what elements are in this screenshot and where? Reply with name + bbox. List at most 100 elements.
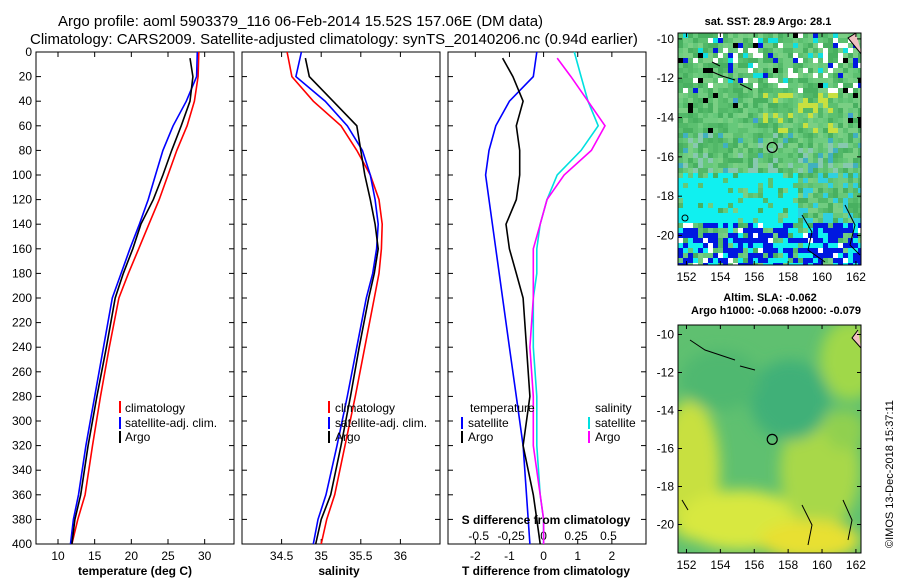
x-tick-label: 10: [51, 549, 65, 563]
legend-label-satellite: satellite-adj. clim.: [335, 416, 427, 430]
legend-label-climatology: climatology: [125, 401, 185, 415]
coastline: [847, 33, 861, 55]
map-x-tick-label: 154: [710, 558, 730, 572]
sla-blobs: [678, 325, 861, 553]
y-tick-label: 100: [12, 168, 32, 182]
difference-xlabel: T difference from climatology: [462, 564, 630, 578]
series-line-salinity-argo: [529, 57, 606, 544]
y-tick-label: 0: [25, 45, 32, 59]
x-tick-label: 15: [88, 549, 102, 563]
map-x-tick-label: 158: [778, 558, 798, 572]
map-y-tick-label: -14: [657, 111, 675, 125]
x-tick-label: -1: [504, 549, 515, 563]
y-tick-label: 300: [12, 414, 32, 428]
y-tick-label: 400: [12, 537, 32, 551]
sst-marker-layer: 152 154 156 158 160 162 -10 -12 -14 -16 -18 -20: [657, 32, 867, 284]
map-x-tick-label: 154: [710, 270, 730, 284]
salinity-xlabel: salinity: [318, 564, 360, 578]
temperature-panel-frame: [35, 51, 235, 545]
x-tick-label: 25: [161, 549, 175, 563]
x-top-tick-label: -0.5: [468, 529, 489, 543]
y-tick-label: 200: [12, 291, 32, 305]
map-y-tick-label: -18: [657, 189, 675, 203]
title-line1: Argo profile: aoml 5903379_116 06-Feb-20…: [58, 13, 543, 30]
map-y-tick-label: -14: [657, 404, 675, 418]
sst-map-frame: [677, 32, 862, 266]
map-x-tick-label: 152: [676, 270, 696, 284]
sla-map-title: Altim. SLA: -0.062: [723, 292, 817, 304]
difference-xlabel-top: S difference from climatology: [462, 513, 631, 527]
series-line-satellite-adj-clim-: [69, 51, 199, 545]
map-y-tick-label: -20: [657, 518, 675, 532]
imos-credit: ©IMOS 13-Dec-2018 15:37:11: [884, 400, 896, 548]
legend-label-satellite: satellite-adj. clim.: [125, 416, 217, 430]
legend-title-temperature: temperature: [470, 401, 535, 415]
map-y-tick-label: -20: [657, 229, 675, 243]
series-line-argo: [304, 57, 380, 545]
map-x-tick-label: 160: [812, 270, 832, 284]
legend-label-argo: Argo: [125, 430, 151, 444]
y-tick-label: 320: [12, 439, 32, 453]
map-y-tick-label: -16: [657, 442, 675, 456]
series-line-temperature-argo: [501, 57, 541, 545]
legend-label-temp-satellite: satellite: [468, 416, 509, 430]
y-tick-label: 180: [12, 266, 32, 280]
legend-title-salinity: salinity: [595, 401, 632, 415]
sla-map-subtitle: Argo h1000: -0.068 h2000: -0.079: [691, 305, 861, 317]
series-layer: [69, 51, 606, 545]
title-line2: Climatology: CARS2009. Satellite-adjuste…: [30, 31, 638, 48]
x-tick-label: 35: [315, 549, 329, 563]
sst-map-image: [678, 33, 861, 265]
argo-float-marker: [766, 433, 778, 445]
coastline: [801, 504, 813, 546]
series-line-argo: [71, 57, 194, 545]
map-x-tick-label: 160: [812, 558, 832, 572]
temperature-xlabel: temperature (deg C): [78, 564, 192, 578]
map-x-tick-label: 158: [778, 270, 798, 284]
y-tick-label: 260: [12, 365, 32, 379]
map-y-tick-label: -12: [657, 366, 675, 380]
sla-map-image: [678, 325, 861, 553]
map-x-tick-label: 156: [744, 270, 764, 284]
coastline: [689, 339, 756, 371]
y-tick-label: 240: [12, 340, 32, 354]
coastline: [842, 499, 853, 541]
map-x-tick-label: 152: [676, 558, 696, 572]
coastline: [681, 499, 689, 511]
x-tick-label: 36: [394, 549, 408, 563]
y-tick-label: 380: [12, 512, 32, 526]
map-y-tick-label: -10: [657, 32, 675, 46]
x-tick-label: 1: [574, 549, 581, 563]
legend-label-sal-satellite: satellite: [595, 416, 636, 430]
map-y-tick-label: -10: [657, 328, 675, 342]
y-tick-label: 120: [12, 193, 32, 207]
series-line-climatology: [71, 51, 200, 545]
x-top-tick-label: 0.5: [600, 529, 617, 543]
x-tick-label: 0: [540, 549, 547, 563]
y-tick-label: 20: [19, 70, 33, 84]
map-y-tick-label: -16: [657, 150, 675, 164]
map-x-tick-label: 156: [744, 558, 764, 572]
x-top-tick-label: 0.25: [564, 529, 588, 543]
coastline: [801, 214, 826, 263]
x-tick-label: 2: [609, 549, 616, 563]
difference-legend: temperature salinity satellite Argo sate…: [461, 401, 636, 444]
y-tick-label: 40: [19, 94, 33, 108]
difference-panel-frame: [447, 51, 647, 545]
series-line-temperature-satellite: [484, 51, 538, 545]
salinity-legend: climatology satellite-adj. clim. Argo: [328, 401, 427, 444]
sla-marker-layer: 152 154 156 158 160 162 -10 -12 -14 -16 -18 -20: [657, 325, 866, 572]
coastline: [844, 204, 861, 256]
legend-label-sal-argo: Argo: [595, 430, 621, 444]
map-y-tick-label: -18: [657, 480, 675, 494]
series-line-salinity-satellite: [532, 51, 600, 544]
legend-label-temp-argo: Argo: [468, 430, 494, 444]
tick-layer: 10 15 20 25 30020406080100120140160180200220…: [12, 45, 646, 563]
y-tick-label: 140: [12, 217, 32, 231]
y-tick-label: 160: [12, 242, 32, 256]
temperature-legend: climatology satellite-adj. clim. Argo: [119, 401, 217, 444]
y-tick-label: 80: [19, 143, 33, 157]
series-line-climatology: [286, 51, 384, 545]
argo-float-marker: [766, 141, 778, 154]
